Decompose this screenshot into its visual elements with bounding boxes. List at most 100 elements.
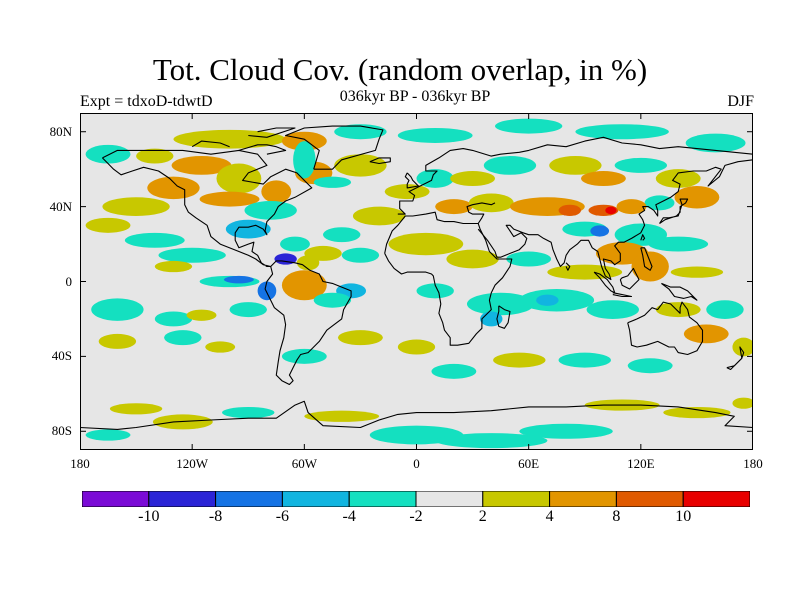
anomaly-patch bbox=[575, 124, 669, 140]
anomaly-patch bbox=[450, 171, 496, 187]
lat-tick-label: 0 bbox=[65, 273, 73, 289]
anomaly-patch bbox=[483, 156, 537, 175]
colorbar-swatch bbox=[615, 491, 684, 507]
anomaly-patch bbox=[171, 156, 232, 175]
coastline bbox=[238, 144, 287, 155]
anomaly-patch bbox=[85, 429, 131, 441]
coastline bbox=[627, 301, 704, 356]
subtitle: 036kyr BP - 036kyr BP bbox=[339, 88, 491, 105]
anomaly-patch bbox=[655, 169, 701, 188]
anomaly-patch bbox=[352, 206, 406, 226]
colorbar-swatch bbox=[482, 491, 551, 507]
anomaly-patch bbox=[468, 193, 514, 213]
coastline bbox=[191, 140, 230, 148]
coastline bbox=[612, 292, 633, 298]
colorbar-swatch bbox=[82, 491, 150, 507]
anomaly-patch bbox=[655, 302, 701, 318]
anomaly-patch bbox=[98, 333, 137, 349]
anomaly-patch bbox=[388, 232, 464, 256]
coastline bbox=[285, 125, 384, 170]
colorbar-swatch bbox=[549, 491, 617, 507]
anomaly-patch bbox=[466, 292, 535, 316]
anomaly-patch bbox=[581, 171, 626, 187]
anomaly-patch bbox=[223, 275, 254, 284]
anomaly-patch bbox=[558, 352, 611, 368]
coastline bbox=[369, 157, 391, 165]
colorbar-swatch bbox=[348, 491, 417, 507]
anomaly-patch bbox=[136, 148, 174, 164]
anomaly-patch bbox=[304, 245, 342, 261]
page-title: Tot. Cloud Cov. (random overlap, in %) bbox=[152, 52, 648, 87]
colorbar-swatch bbox=[148, 491, 217, 507]
anomaly-patch bbox=[85, 217, 131, 233]
anomaly-patch bbox=[102, 197, 170, 216]
coastline bbox=[404, 172, 419, 189]
anomaly-patch bbox=[341, 247, 380, 263]
anomaly-patch bbox=[281, 348, 327, 364]
anomaly-patch bbox=[281, 270, 327, 301]
anomaly-patch bbox=[685, 133, 746, 153]
anomaly-map bbox=[80, 113, 753, 450]
anomaly-patch bbox=[670, 266, 724, 278]
lon-tick-label: 120W bbox=[176, 456, 209, 471]
anomaly-patch bbox=[199, 191, 260, 207]
anomaly-patch bbox=[547, 264, 623, 280]
lon-tick-label: 0 bbox=[413, 456, 420, 471]
anomaly-patch bbox=[293, 141, 316, 179]
lon-tick-label: 180 bbox=[70, 456, 90, 471]
lon-tick-label: 60W bbox=[291, 456, 317, 471]
anomaly-patch bbox=[158, 247, 226, 263]
lon-tick-label: 60E bbox=[518, 456, 540, 471]
anomaly-patch bbox=[205, 341, 236, 353]
anomaly-patch bbox=[304, 410, 380, 422]
anomaly-patch bbox=[431, 363, 477, 379]
experiment-label: Expt = tdxoD-tdwtD bbox=[80, 93, 213, 110]
anomaly-patch bbox=[384, 184, 430, 200]
colorbar-tick-label: 4 bbox=[545, 508, 554, 525]
anomaly-patch bbox=[558, 204, 582, 216]
anomaly-patch bbox=[616, 199, 647, 215]
colorbar-swatch bbox=[415, 491, 484, 507]
anomaly-patch bbox=[590, 225, 610, 237]
colorbar-tick-label: 2 bbox=[478, 508, 487, 525]
anomaly-patch bbox=[186, 309, 217, 321]
coastline bbox=[659, 198, 689, 224]
coastline bbox=[565, 262, 571, 271]
coastline bbox=[619, 267, 640, 290]
anomaly-patch bbox=[397, 339, 436, 355]
coastline bbox=[726, 346, 745, 371]
anomaly-patch bbox=[732, 397, 753, 409]
lon-tick-label: 120E bbox=[627, 456, 655, 471]
anomaly-patch bbox=[732, 337, 753, 357]
anomaly-patch bbox=[257, 281, 277, 301]
coastline bbox=[248, 127, 296, 138]
anomaly-patch bbox=[605, 206, 617, 215]
anomaly-patch bbox=[173, 129, 286, 149]
anomaly-patch bbox=[627, 358, 673, 374]
anomaly-patch bbox=[435, 199, 473, 215]
colorbar-tick-label: -6 bbox=[275, 508, 290, 525]
colorbar-tick-label: -8 bbox=[208, 508, 223, 525]
coastline bbox=[466, 202, 496, 224]
colorbar bbox=[82, 491, 750, 507]
anomaly-patch bbox=[229, 302, 267, 318]
anomaly-patch bbox=[435, 433, 548, 449]
anomaly-patch bbox=[124, 232, 185, 248]
anomaly-patch bbox=[85, 144, 131, 164]
anomaly-patch bbox=[446, 249, 499, 269]
anomaly-patch bbox=[586, 300, 639, 319]
coastline bbox=[397, 136, 753, 215]
coastline bbox=[102, 149, 313, 268]
colorbar-swatch bbox=[281, 491, 350, 507]
anomaly-patch bbox=[506, 251, 552, 267]
anomaly-patch bbox=[244, 200, 297, 220]
lat-tick-label: 40S bbox=[51, 348, 72, 364]
anomaly-patch bbox=[222, 406, 275, 419]
anomaly-patch bbox=[648, 236, 709, 252]
anomaly-patch bbox=[225, 219, 271, 239]
colorbar-tick-label: -4 bbox=[342, 508, 356, 525]
anomaly-patch bbox=[480, 311, 503, 327]
anomaly-patch bbox=[536, 294, 559, 306]
anomaly-patch bbox=[154, 260, 193, 273]
anomaly-patch bbox=[91, 298, 144, 321]
